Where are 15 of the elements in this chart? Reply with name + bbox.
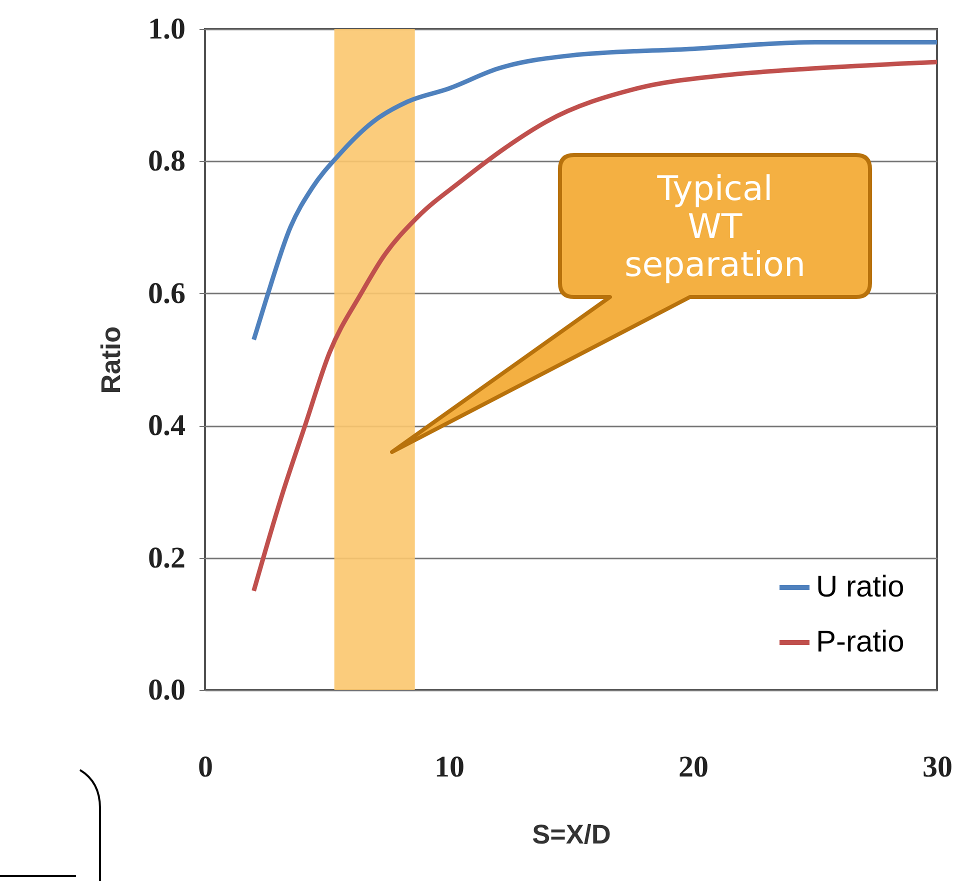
- x-tick-label: 0: [198, 750, 213, 784]
- y-tick-label: 1.0: [148, 12, 186, 46]
- annotation: Typical WT separation: [624, 169, 806, 285]
- x-tick-label: 30: [922, 750, 952, 784]
- y-tick-label: 0.6: [148, 276, 186, 310]
- legend-label: P-ratio: [816, 626, 904, 658]
- y-tick-label: 0.4: [148, 409, 186, 442]
- y-axis-title: Ratio: [96, 326, 126, 394]
- x-tick-label: 20: [678, 750, 708, 784]
- x-tick-label: 10: [434, 750, 464, 784]
- y-tick-label: 0.0: [148, 674, 186, 706]
- legend-label: U ratio: [816, 570, 904, 604]
- x-axis-title: S=X/D: [532, 820, 611, 850]
- y-tick-label: 0.8: [148, 144, 186, 178]
- y-tick-label: 0.2: [148, 541, 186, 574]
